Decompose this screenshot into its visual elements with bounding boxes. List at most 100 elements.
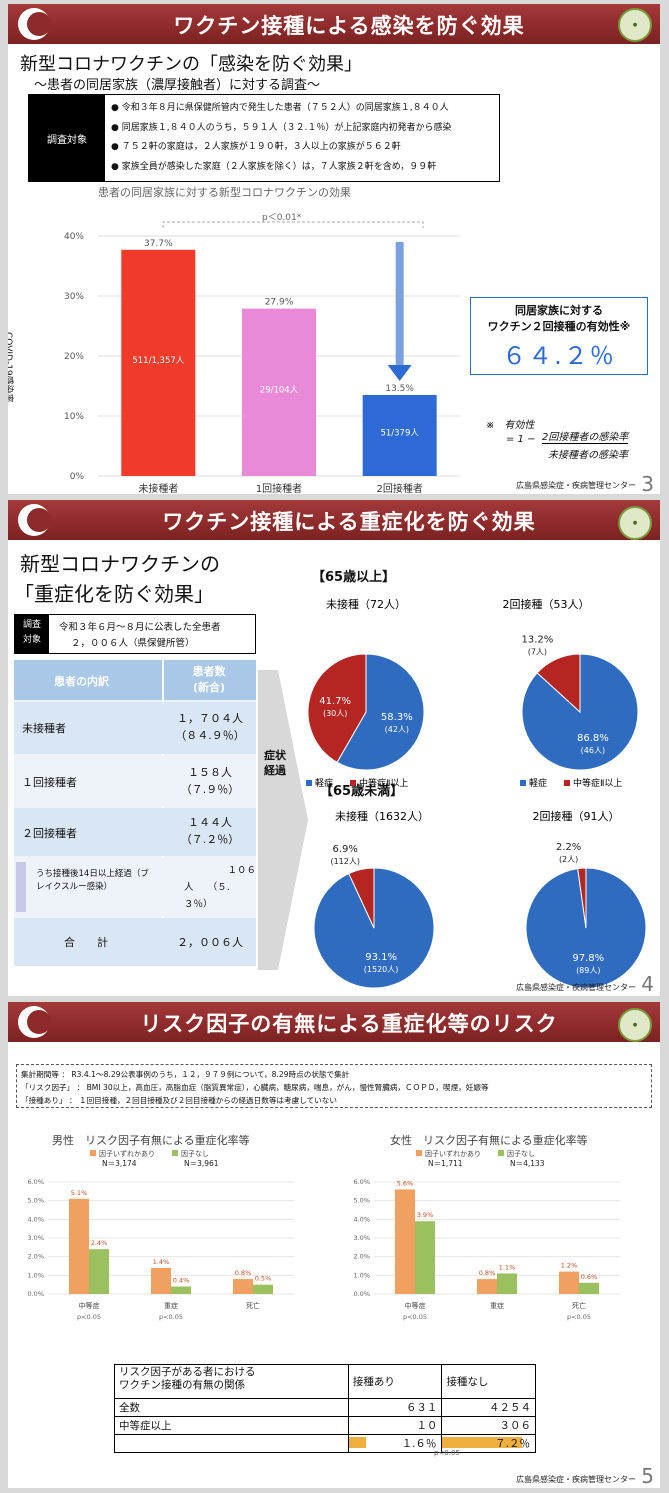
formula-note: ※ 有効性 (486, 420, 535, 431)
x-tick-label: 中等症 (405, 1301, 426, 1310)
legend-n-label: N＝4,133 (510, 1159, 545, 1168)
bar (395, 1189, 415, 1294)
row-value: １４４人 （７.２％） (180, 816, 240, 846)
slide-risk-factors: リスク因子の有無による重症化等のリスク ● 集計期間等 ： R3.4.1〜8.2… (8, 1002, 660, 1488)
pie-count-label: (30人) (323, 709, 347, 718)
infection-chart: 患者の同居家族に対する新型コロナワクチンの効果 p＜0.01* COVID-19… (8, 182, 464, 494)
pie-percent-label: 93.1% (365, 952, 397, 963)
efficacy-title-1: 同居家族に対する (515, 304, 603, 317)
table-header-unvaccinated: 接種なし (441, 1364, 536, 1399)
center-logo-icon (18, 8, 51, 40)
footer-credit: 広島県感染症・疾病管理センター (516, 983, 636, 992)
y-tick-label: 1.0% (27, 1271, 44, 1279)
pie-percent-label: 2.2% (556, 842, 581, 853)
legend-n-label: N＝3,174 (102, 1159, 137, 1168)
footer-credit: 広島県感染症・疾病管理センター (516, 1475, 636, 1484)
table-header-vaccinated: 接種あり (347, 1364, 443, 1399)
center-logo-icon (18, 1006, 51, 1038)
slide-subheading: ～患者の同居家族（濃厚接触者）に対する調査～ (34, 78, 321, 93)
efficacy-value: ６４.２％ (502, 342, 616, 370)
chart-title: 患者の同居家族に対する新型コロナワクチンの効果 (98, 186, 351, 199)
y-tick-label: 0.0% (353, 1290, 370, 1298)
pie-count-label: (42人) (385, 725, 409, 734)
bar (69, 1198, 89, 1294)
banner: リスク因子の有無による重症化等のリスク (8, 1002, 660, 1042)
table-row-total: 合 計 ２，００６人 (14, 918, 256, 966)
table-header: 患者の内訳 患者数 (新合) (14, 660, 256, 700)
x-tick-label: 2回接種者 (376, 482, 422, 494)
x-tick-label: 重症 (490, 1301, 504, 1310)
formula-denominator: 未接種者の感染率 (548, 450, 628, 461)
legend-swatch (520, 780, 526, 786)
pie-count-label: (7人) (528, 647, 547, 656)
efficacy-box: 同居家族に対する ワクチン２回接種の有効性※ ６４.２％ (470, 297, 648, 375)
bar (415, 1221, 435, 1294)
p-value-label: p<0.05 (77, 1313, 101, 1321)
page-number: 4 (641, 972, 654, 996)
badge-logo-icon: ● (618, 8, 652, 42)
survey-target-label: 調査対象 (29, 95, 105, 181)
p-value-label: p＜0.01* (262, 213, 302, 223)
row-label: 合 計 (64, 936, 108, 949)
bar (559, 1271, 579, 1294)
bar-value-label: 0.5% (255, 1275, 272, 1283)
pie-slice (336, 653, 425, 771)
bar (242, 308, 316, 476)
bar (497, 1273, 517, 1294)
pie-count-label: (2人) (559, 855, 578, 864)
footer-credit: 広島県感染症・疾病管理センター (516, 481, 636, 490)
bar (121, 249, 196, 476)
survey-target-label: 調査対象 (15, 615, 49, 653)
row-label: ２回接種者 (22, 827, 77, 840)
legend-label: 中等症Ⅱ以上 (367, 995, 416, 996)
bar-value-label: 5.1% (71, 1189, 88, 1197)
bar (253, 1284, 273, 1294)
pie-count-label: (46人) (581, 746, 605, 755)
x-tick-label: 未接種者 (138, 482, 178, 494)
banner-title: ワクチン接種による感染を防ぐ効果 (173, 14, 525, 38)
p-value-label: p<0.05 (567, 1313, 591, 1321)
bullet-item: ● 家族全員が感染した家庭（２人家族を除く）は，７人家族２軒を含め，９９軒 (111, 161, 437, 172)
legend-n-label: N＝3,961 (184, 1159, 219, 1168)
slide-severity: ワクチン接種による重症化を防ぐ効果 ● 新型コロナワクチンの 「重症化を防ぐ効果… (8, 500, 660, 996)
bar (151, 1267, 171, 1294)
pie-slice (348, 867, 375, 929)
pie-title: 未接種（72人） (326, 597, 406, 611)
y-tick-label: 1.0% (353, 1271, 370, 1279)
table-header-count: 患者数 (新合) (192, 665, 226, 694)
page-number: 3 (641, 472, 654, 494)
risk-bar-charts-svg: 0.0%1.0%2.0%3.0%4.0%5.0%6.0%因子いずれかありN＝3,… (27, 1150, 620, 1321)
y-tick-label: 4.0% (27, 1215, 44, 1223)
legend-swatch (564, 780, 570, 786)
pie-percent-label: 97.8% (572, 953, 604, 964)
slide-heading-1: 新型コロナワクチンの (20, 552, 220, 576)
rate-bar (348, 1437, 367, 1448)
bar-value-label: 0.8% (235, 1269, 252, 1277)
row-label: うち接種後14日以上経過（ブレイクスルー感染） (36, 869, 149, 892)
x-tick-label: 重症 (164, 1301, 178, 1310)
banner: ワクチン接種による重症化を防ぐ効果 (8, 500, 660, 540)
legend-label: 中等症Ⅱ以上 (579, 995, 628, 996)
table-row: 全数 ６３１ ４２５４ (114, 1398, 536, 1417)
p-value-label: p<0.05 (159, 1313, 183, 1321)
pie-percent-label: 13.2% (521, 634, 553, 645)
bar-inner-label: 29/104人 (260, 385, 299, 395)
row-label: １回接種者 (22, 776, 77, 789)
legend-label: 因子いずれかあり (99, 1150, 155, 1158)
legend-swatch (416, 1150, 422, 1156)
y-tick-label: 0% (70, 472, 85, 482)
x-tick-label: 中等症 (79, 1301, 100, 1310)
x-tick-label: 死亡 (246, 1301, 260, 1310)
bar-value-label: 1.2% (561, 1262, 578, 1270)
legend-label: 軽症 (315, 777, 333, 789)
pie-slice (536, 653, 581, 714)
banner: ワクチン接種による感染を防ぐ効果 (8, 4, 660, 44)
page-number: 5 (641, 1464, 654, 1488)
row-value: １，７０４人 （８４.９％） (175, 712, 245, 742)
bar-value-label: 3.9% (417, 1211, 434, 1219)
y-tick-label: 5.0% (353, 1197, 370, 1205)
y-tick-label: 10% (64, 412, 84, 422)
x-tick-label: 1回接種者 (256, 482, 302, 494)
bar-value-label: 1.1% (499, 1263, 516, 1271)
